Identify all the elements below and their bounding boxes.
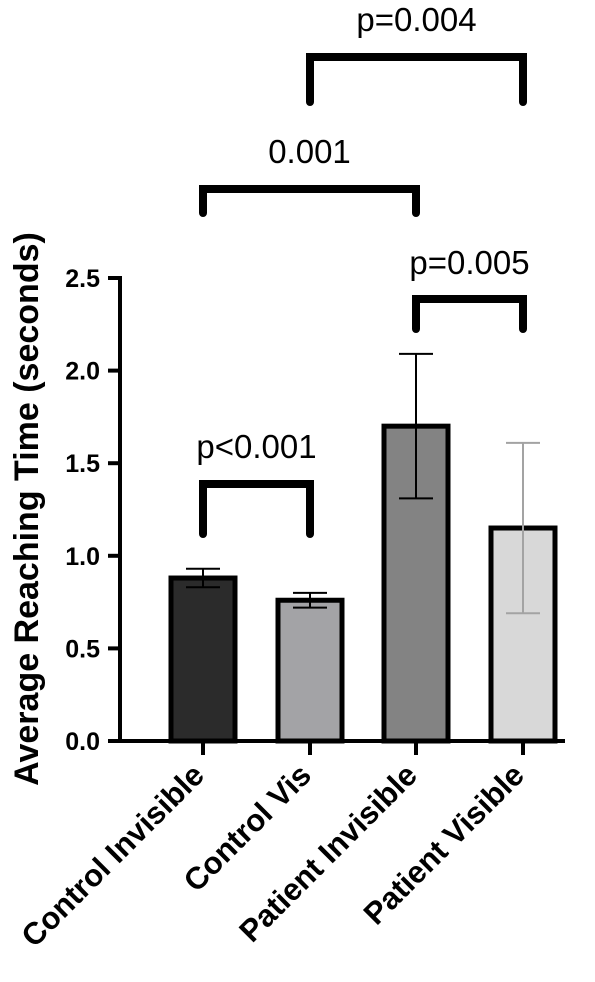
y-tick-label: 2.0	[65, 358, 100, 386]
category-label: Patient Invisible	[232, 757, 424, 949]
bars	[168, 423, 558, 744]
significance-label: 0.001	[268, 133, 351, 170]
significance-brackets: p<0.001 p=0.005 0.001 p=0.004	[196, 1, 530, 538]
y-ticks: 0.0 0.5 1.0 1.5 2.0 2.5	[65, 265, 120, 756]
significance-label: p<0.001	[196, 428, 316, 465]
error-bars	[186, 352, 540, 615]
y-axis-label: Average Reaching Time (seconds)	[8, 232, 46, 786]
y-tick-label: 1.5	[65, 450, 100, 478]
significance-bracket	[412, 295, 527, 333]
significance-bracket	[199, 480, 314, 538]
significance-bracket	[306, 53, 527, 106]
y-tick-label: 1.0	[65, 543, 100, 571]
bar	[275, 597, 345, 744]
significance-label: p=0.004	[356, 1, 476, 38]
significance-label: p=0.005	[409, 244, 529, 281]
y-tick-label: 2.5	[65, 265, 100, 293]
y-tick-label: 0.0	[65, 728, 100, 756]
y-tick-label: 0.5	[65, 635, 100, 663]
bar	[168, 575, 238, 744]
significance-bracket	[199, 185, 420, 217]
